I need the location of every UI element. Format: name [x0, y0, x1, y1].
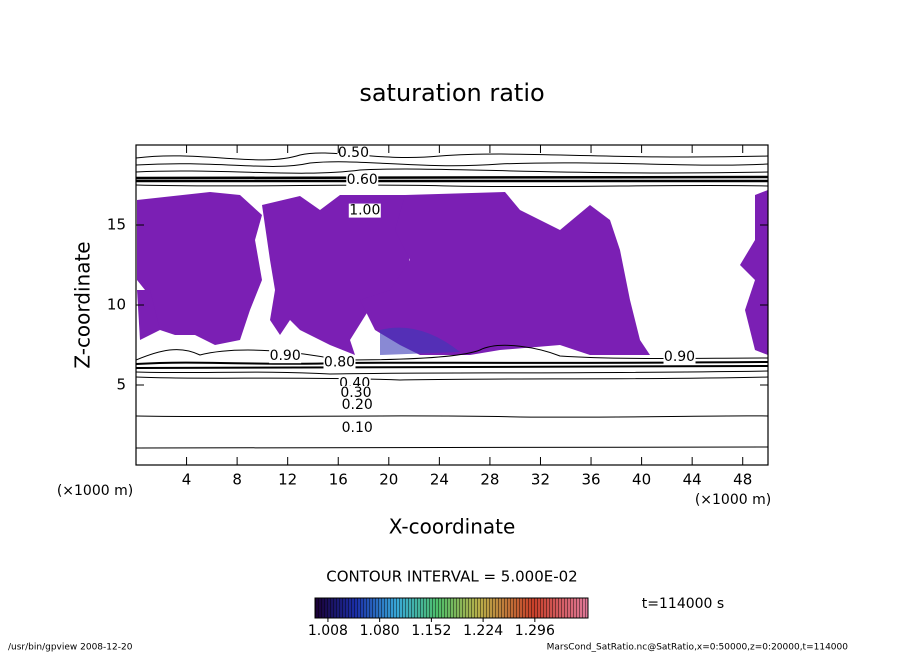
- high-region: [380, 327, 460, 355]
- contour-label: 0.20: [342, 397, 373, 413]
- colorbar-frame: [314, 597, 589, 619]
- x-tick-label: 44: [683, 471, 702, 489]
- contour-label: 1.00: [349, 203, 380, 219]
- x-tick-label: 48: [733, 471, 752, 489]
- contour-label: 0.90: [270, 348, 301, 364]
- contour-label: 0.80: [324, 355, 355, 371]
- y-axis-title: Z-coordinate: [71, 241, 95, 368]
- chart-title: saturation ratio: [359, 79, 544, 107]
- contour-lines: [136, 152, 768, 449]
- y-tick-label: 5: [116, 376, 126, 394]
- x-tick-label: 20: [379, 471, 398, 489]
- y-tick-label: 15: [107, 216, 126, 234]
- colorbar-tick-label: 1.008: [308, 623, 348, 639]
- x-tick-label: 40: [632, 471, 651, 489]
- contour-label-bg: [346, 173, 379, 188]
- contour-label: 0.90: [664, 349, 695, 365]
- colorbar-tick-label: 1.080: [360, 623, 400, 639]
- x-tick-label: 12: [278, 471, 297, 489]
- x-tick-label: 16: [329, 471, 348, 489]
- x-tick-label: 32: [531, 471, 550, 489]
- x-tick-label: 28: [480, 471, 499, 489]
- time-label: t=114000 s: [642, 596, 724, 612]
- contour-label: 0.50: [338, 145, 369, 161]
- contour-label-bg: [339, 386, 372, 400]
- plot-area: 0.500.601.000.90 0.900.800.400.300.200.10: [136, 145, 768, 449]
- x-tick-label: 4: [182, 471, 192, 489]
- contour-label-bg: [337, 146, 370, 160]
- colorbar-tick-label: 1.296: [515, 623, 555, 639]
- x-tick-label: 36: [581, 471, 600, 489]
- x-unit: (×1000 m): [695, 492, 771, 508]
- x-tick-label: 24: [430, 471, 449, 489]
- footer: /usr/bin/gpview 2008-12-20: [8, 643, 133, 653]
- contour-label-bg: [341, 398, 374, 412]
- footer: MarsCond_SatRatio.nc@SatRatio,x=0:50000,…: [547, 643, 849, 653]
- contour-label: 0.60: [347, 172, 378, 188]
- y-tick-label: 10: [107, 296, 126, 314]
- colorbar-tick-label: 1.152: [411, 623, 451, 639]
- x-axis-title: X-coordinate: [389, 515, 516, 539]
- x-tick-label: 8: [232, 471, 242, 489]
- contour-label-bg: [323, 355, 356, 370]
- x-unit: (×1000 m): [57, 483, 133, 499]
- colorbar-tick-label: 1.224: [463, 623, 503, 639]
- contour-label: 0.10: [342, 420, 373, 436]
- contour-interval: CONTOUR INTERVAL = 5.000E-02: [326, 568, 577, 586]
- contour-label-bg: [269, 349, 302, 364]
- contour-label-bg: [348, 203, 381, 218]
- contour-label-bg: [341, 421, 374, 436]
- filled-region: [137, 190, 768, 355]
- contour-label: 0.30: [340, 385, 371, 401]
- contour-label-bg: [663, 350, 696, 364]
